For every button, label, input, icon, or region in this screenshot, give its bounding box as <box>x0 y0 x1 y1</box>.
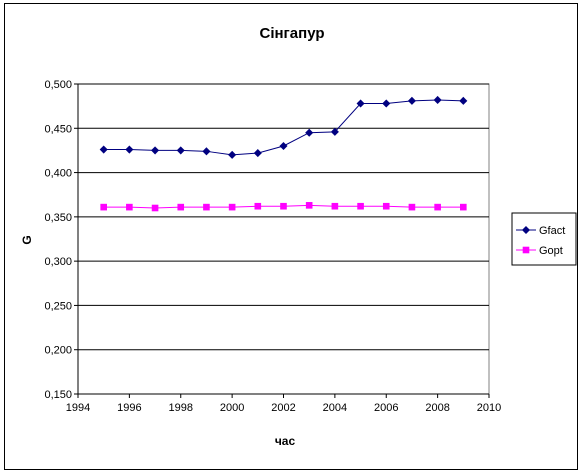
data-point-gfact <box>125 145 134 154</box>
x-tick-label: 1998 <box>169 402 193 414</box>
data-point-gopt <box>331 202 339 210</box>
tick-labels: 0,150 0,200 0,250 0,300 0,350 0,400 0,450 0,500… <box>44 79 501 414</box>
x-tick-label: 2010 <box>477 402 501 414</box>
x-tick-label: 1996 <box>117 402 141 414</box>
legend-label-gopt: Gopt <box>539 245 563 257</box>
data-point-gopt <box>100 203 107 211</box>
plot-area <box>77 83 490 395</box>
data-point-gfact <box>279 141 288 151</box>
legend-label-gfact: Gfact <box>539 225 565 237</box>
data-point-gfact <box>330 127 339 136</box>
x-tick-label: 2000 <box>220 402 244 414</box>
x-tick-label: 2006 <box>374 402 398 414</box>
legend-marker-gopt <box>522 246 530 254</box>
axes <box>74 83 490 398</box>
data-point-gopt <box>460 203 467 211</box>
data-point-gfact <box>433 95 442 104</box>
chart-canvas: Сінгапур 0,1500,2000,2500,3000,3500,4000… <box>20 25 577 448</box>
data-point-gfact <box>151 146 160 155</box>
chart-frame: Сінгапур 0,150 0,200 0,250 0,300 0,350 0,400 0… <box>4 3 578 470</box>
data-point-gopt <box>203 203 210 211</box>
data-point-gfact <box>356 99 365 108</box>
data-point-gfact <box>253 149 262 158</box>
y-tick-label: 0,450 <box>44 123 72 135</box>
data-point-gfact <box>305 128 314 137</box>
y-axis-title: G <box>20 235 34 244</box>
legend-box <box>511 212 577 266</box>
data-point-gopt <box>228 203 236 211</box>
chart-title: Сінгапур <box>259 25 324 42</box>
legend-marker-gfact <box>521 225 531 235</box>
x-tick-label: 2002 <box>271 402 295 414</box>
y-tick-label: 0,500 <box>44 79 72 91</box>
data-point-gfact <box>407 96 416 105</box>
y-tick-label: 0,150 <box>44 389 72 401</box>
data-point-gfact <box>382 99 391 108</box>
data-point-gopt <box>126 203 133 211</box>
data-point-gopt <box>357 202 364 210</box>
data-point-gopt <box>382 202 390 210</box>
y-tick-label: 0,350 <box>44 212 72 224</box>
data-point-gopt <box>434 203 441 211</box>
data-point-gopt <box>408 203 416 211</box>
data-point-gfact <box>228 150 237 159</box>
data-point-gopt <box>254 202 262 210</box>
grid-lines <box>78 83 489 351</box>
y-tick-label: 0,400 <box>44 168 72 180</box>
legend: Gfact Gopt <box>511 212 577 266</box>
x-axis-title: час <box>275 434 296 448</box>
series-layer <box>99 95 468 212</box>
data-point-gfact <box>459 96 468 105</box>
data-point-gopt <box>151 204 159 212</box>
data-point-gfact <box>176 146 185 155</box>
data-point-gfact <box>99 145 108 154</box>
x-tick-label: 2008 <box>425 402 449 414</box>
data-point-gfact <box>202 147 211 156</box>
y-tick-label: 0,250 <box>44 300 72 312</box>
x-tick-label: 1994 <box>66 402 90 414</box>
data-point-gopt <box>305 202 313 209</box>
x-tick-label: 2004 <box>323 402 347 414</box>
data-point-gopt <box>280 202 287 210</box>
y-tick-label: 0,200 <box>44 345 72 357</box>
data-point-gopt <box>177 203 185 211</box>
y-tick-label: 0,300 <box>44 256 72 268</box>
